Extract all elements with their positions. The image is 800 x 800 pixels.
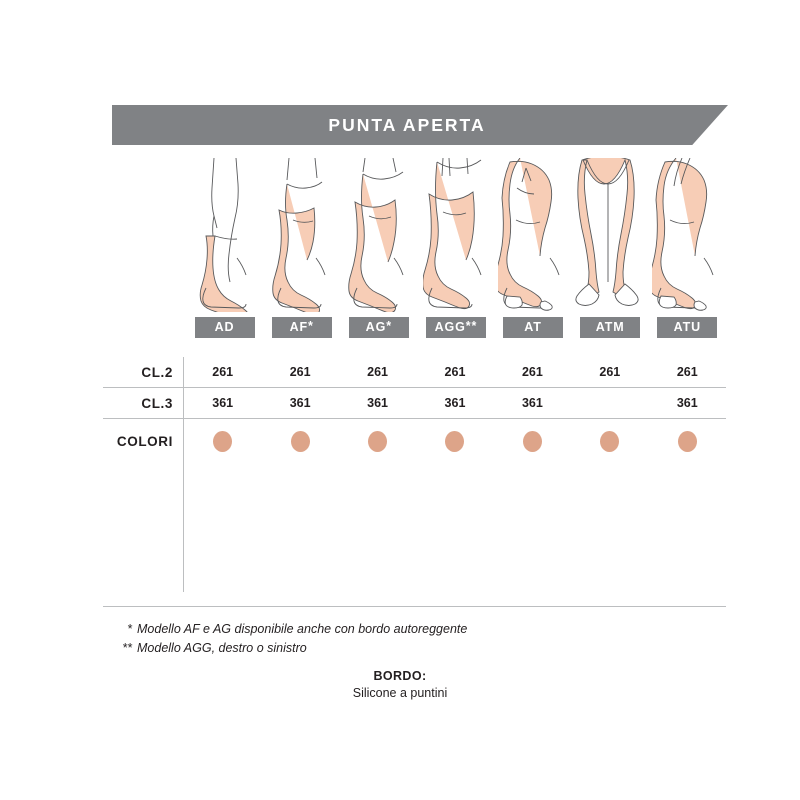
figure-atu: [649, 158, 726, 312]
code-badge-atu[interactable]: ATU: [657, 317, 718, 338]
code-cell-atm: ATM: [572, 317, 649, 338]
color-swatch-ad: [213, 430, 233, 452]
code-cell-atu: ATU: [649, 317, 726, 338]
footnote-single-asterisk: * Modello AF e AG disponibile anche con b…: [112, 620, 712, 639]
pantyhose-side-view-icon: [498, 158, 560, 311]
code-text: AGG: [434, 320, 466, 334]
figure-af: [263, 158, 340, 312]
single-leg-pantyhose-icon: [652, 158, 714, 311]
color-swatch-at: [522, 430, 542, 452]
cell-colori-atu: [649, 419, 726, 463]
cell-colori-agg: [416, 419, 493, 463]
code-cell-agg: AGG**: [417, 317, 494, 338]
color-swatch-agg: [445, 430, 465, 452]
footnote-marker: *: [127, 622, 132, 636]
bordo-subtitle: Silicone a puntini: [352, 686, 448, 700]
cell-cl2-atm: 261: [599, 365, 621, 379]
table-row-cl3: CL.3 361 361 361 361 361 361: [103, 388, 726, 419]
figure-row: [186, 158, 726, 312]
figure-at: [495, 158, 572, 312]
row-label-cl2: CL.2: [141, 364, 173, 380]
color-swatch-atm: [600, 430, 620, 452]
code-text: AG: [365, 320, 387, 334]
compression-class-table: CL.2 261 261 261 261 261 261 261 CL.3 36…: [103, 357, 726, 463]
footnote-text: Modello AF e AG disponibile anche con bo…: [137, 622, 468, 636]
code-cell-at: AT: [495, 317, 572, 338]
table-row-colori: COLORI: [103, 419, 726, 463]
code-cell-ag: AG*: [340, 317, 417, 338]
bordo-block: BORDO: Silicone a puntini: [0, 668, 800, 702]
footnote-divider: [103, 606, 726, 607]
code-text: ATU: [673, 320, 702, 334]
code-cell-ad: AD: [186, 317, 263, 338]
product-code-row: AD AF* AG* AGG** AT ATM ATU: [186, 317, 726, 338]
maternity-pantyhose-front-view-icon: [575, 158, 639, 306]
cell-cl2-atu: 261: [676, 365, 698, 379]
code-badge-at[interactable]: AT: [503, 317, 564, 338]
banner-shape: PUNTA APERTA: [112, 105, 728, 145]
row-values-cl2: 261 261 261 261 261 261 261: [183, 357, 726, 387]
cell-colori-ad: [184, 419, 261, 463]
cell-colori-ag: [339, 419, 416, 463]
cell-cl3-agg: 361: [444, 396, 466, 410]
above-knee-stocking-icon: [271, 158, 326, 312]
figure-agg: [417, 158, 494, 312]
color-swatch-af: [290, 430, 310, 452]
footnote-text: Modello AGG, destro o sinistro: [137, 641, 307, 655]
figure-ad: [186, 158, 263, 312]
cell-cl2-agg: 261: [444, 365, 466, 379]
color-swatch-atu: [677, 430, 697, 452]
code-sup: *: [308, 319, 314, 333]
cell-colori-af: [261, 419, 338, 463]
cell-cl3-ag: 361: [367, 396, 388, 410]
header-banner: PUNTA APERTA: [112, 105, 728, 145]
thigh-high-stocking-icon: [348, 158, 404, 312]
cell-colori-at: [494, 419, 571, 463]
code-cell-af: AF*: [263, 317, 340, 338]
footnotes: * Modello AF e AG disponibile anche con b…: [112, 620, 712, 658]
row-label-colori: COLORI: [116, 433, 173, 449]
row-values-cl3: 361 361 361 361 361 361: [183, 388, 726, 418]
table-row-cl2: CL.2 261 261 261 261 261 261 261: [103, 357, 726, 388]
cell-colori-atm: [571, 419, 648, 463]
page-title: PUNTA APERTA: [328, 114, 486, 135]
code-badge-af[interactable]: AF*: [271, 317, 332, 338]
thigh-high-with-waist-attachment-icon: [422, 158, 482, 310]
cell-cl3-af: 361: [289, 396, 311, 410]
cell-cl2-af: 261: [289, 365, 311, 379]
code-sup: **: [465, 319, 478, 333]
code-text: ATM: [595, 320, 625, 334]
cell-cl3-atm: [571, 388, 648, 418]
cell-cl2-ag: 261: [367, 365, 388, 379]
table-vertical-divider: [183, 357, 184, 592]
cell-cl2-ad: 261: [212, 365, 234, 379]
cell-cl3-at: 361: [521, 396, 543, 410]
row-label-cl3: CL.3: [141, 395, 173, 411]
row-values-colori: [183, 419, 726, 463]
code-badge-ad[interactable]: AD: [194, 317, 255, 338]
cell-cl3-ad: 361: [212, 396, 234, 410]
knee-high-stocking-icon: [199, 158, 248, 312]
code-text: AT: [524, 320, 542, 334]
cell-cl2-at: 261: [521, 365, 543, 379]
code-badge-atm[interactable]: ATM: [580, 317, 641, 338]
color-swatch-ag: [368, 430, 388, 452]
code-badge-agg[interactable]: AGG**: [425, 317, 486, 338]
code-text: AF: [289, 320, 309, 334]
code-text: AD: [214, 320, 235, 334]
bordo-title: BORDO:: [373, 669, 427, 683]
figure-atm: [572, 158, 649, 312]
cell-cl3-atu: 361: [676, 396, 698, 410]
figure-ag: [340, 158, 417, 312]
code-badge-ag[interactable]: AG*: [348, 317, 409, 338]
code-sup: *: [386, 319, 392, 333]
footnote-double-asterisk: ** Modello AGG, destro o sinistro: [112, 639, 712, 658]
footnote-marker: **: [122, 641, 132, 655]
